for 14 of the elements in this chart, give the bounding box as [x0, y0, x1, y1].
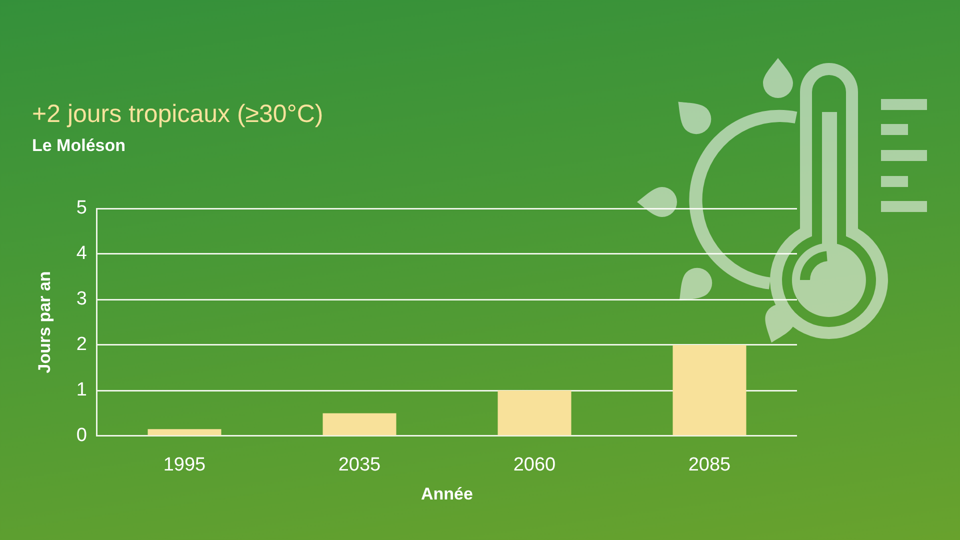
x-tick-label: 2060 — [513, 454, 556, 476]
y-tick-label: 3 — [76, 288, 87, 310]
x-tick-label: 1995 — [163, 454, 206, 476]
y-tick-label: 0 — [76, 425, 87, 446]
x-tick-label: 2085 — [688, 454, 731, 476]
y-tick-label: 4 — [76, 243, 88, 264]
x-tick-label: 2035 — [338, 454, 381, 476]
y-tick-label: 5 — [76, 198, 87, 219]
y-tick-label: 2 — [76, 334, 87, 356]
y-tick-label: 1 — [76, 380, 87, 401]
y-axis-title: Jours par an — [34, 271, 54, 374]
chart-title: +2 jours tropicaux (≥30°C) — [32, 100, 324, 128]
x-axis-title: Année — [421, 484, 473, 504]
chart-subtitle: Le Moléson — [32, 136, 126, 155]
